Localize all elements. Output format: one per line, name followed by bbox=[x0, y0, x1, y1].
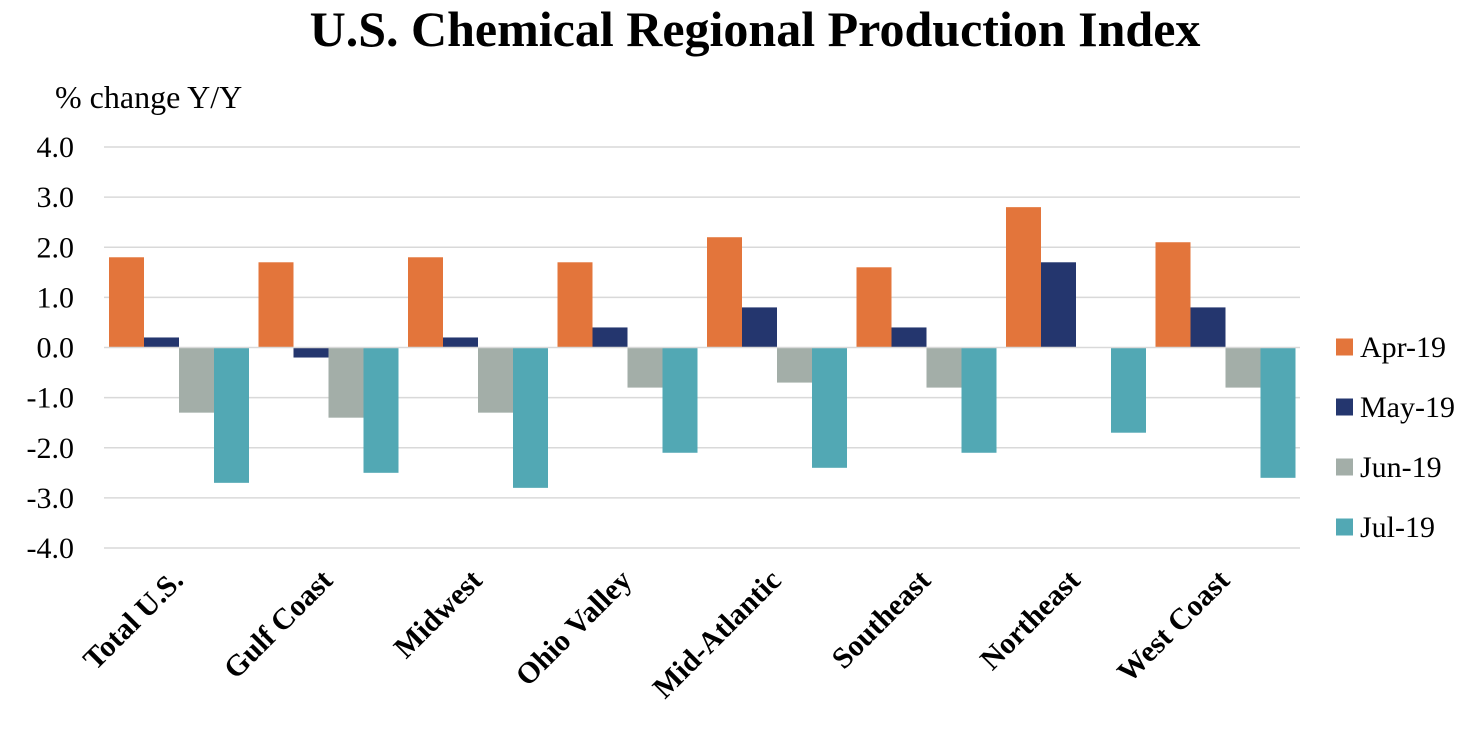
legend-label: Jul-19 bbox=[1360, 511, 1435, 544]
bar bbox=[408, 257, 443, 348]
bars bbox=[109, 207, 1296, 488]
y-tick-label: 3.0 bbox=[37, 181, 75, 214]
gridlines bbox=[104, 146, 1300, 549]
y-tick-label: 2.0 bbox=[37, 231, 75, 264]
y-tick-label: -1.0 bbox=[27, 382, 75, 415]
bar bbox=[1225, 347, 1261, 388]
y-axis-label: % change Y/Y bbox=[55, 79, 242, 115]
bar bbox=[856, 267, 892, 348]
bar bbox=[707, 237, 742, 348]
bar bbox=[777, 347, 812, 383]
y-tick-label: -3.0 bbox=[27, 482, 75, 515]
x-tick-label: Gulf Coast bbox=[217, 564, 339, 686]
bar bbox=[812, 347, 847, 468]
bar bbox=[1111, 347, 1146, 433]
bar bbox=[891, 327, 927, 348]
bar bbox=[363, 347, 399, 473]
y-tick-label: -4.0 bbox=[27, 532, 75, 565]
bar bbox=[961, 347, 997, 453]
bar bbox=[1155, 242, 1191, 348]
x-tick-label: Midwest bbox=[388, 564, 489, 665]
bar bbox=[443, 337, 478, 348]
legend-swatch bbox=[1336, 398, 1353, 416]
x-tick-label: West Coast bbox=[1111, 564, 1236, 689]
legend-label: Apr-19 bbox=[1360, 331, 1446, 364]
x-tick-label: Northeast bbox=[974, 564, 1087, 677]
bar bbox=[293, 347, 329, 358]
chart-title: U.S. Chemical Regional Production Index bbox=[310, 1, 1201, 57]
bar bbox=[627, 347, 663, 388]
x-tick-label: Mid-Atlantic bbox=[647, 564, 788, 705]
bar bbox=[1006, 207, 1041, 348]
y-tick-label: 4.0 bbox=[37, 131, 75, 164]
legend-swatch bbox=[1336, 518, 1353, 536]
x-tick-label: Total U.S. bbox=[77, 564, 190, 677]
bar bbox=[478, 347, 513, 413]
bar bbox=[557, 262, 593, 348]
bar bbox=[328, 347, 364, 418]
bar bbox=[109, 257, 144, 348]
legend-swatch bbox=[1336, 338, 1353, 356]
bar bbox=[592, 327, 628, 348]
y-tick-label: -2.0 bbox=[27, 432, 75, 465]
bar bbox=[1190, 307, 1226, 348]
y-tick-label: 1.0 bbox=[37, 281, 75, 314]
x-tick-label: Southeast bbox=[825, 564, 937, 676]
x-axis-ticks: Total U.S. Gulf Coast Midwest Ohio Valley Mi… bbox=[77, 564, 1236, 705]
bar bbox=[926, 347, 962, 388]
bar bbox=[662, 347, 698, 453]
bar bbox=[214, 347, 249, 483]
x-tick-label: Ohio Valley bbox=[509, 564, 638, 693]
bar bbox=[144, 337, 179, 348]
bar bbox=[179, 347, 214, 413]
y-axis-ticks: -4.0 -3.0 -2.0 -1.0 0.0 1.0 2.0 3.0 4.0 bbox=[27, 131, 75, 565]
bar bbox=[1260, 347, 1296, 478]
legend-label: Jun-19 bbox=[1360, 451, 1442, 484]
bar bbox=[1041, 262, 1076, 348]
bar bbox=[258, 262, 294, 348]
bar bbox=[742, 307, 777, 348]
legend: Apr-19 May-19 Jun-19 Jul-19 bbox=[1336, 331, 1455, 544]
legend-swatch bbox=[1336, 458, 1353, 476]
legend-label: May-19 bbox=[1360, 391, 1455, 424]
y-tick-label: 0.0 bbox=[37, 332, 75, 365]
bar bbox=[513, 347, 548, 488]
